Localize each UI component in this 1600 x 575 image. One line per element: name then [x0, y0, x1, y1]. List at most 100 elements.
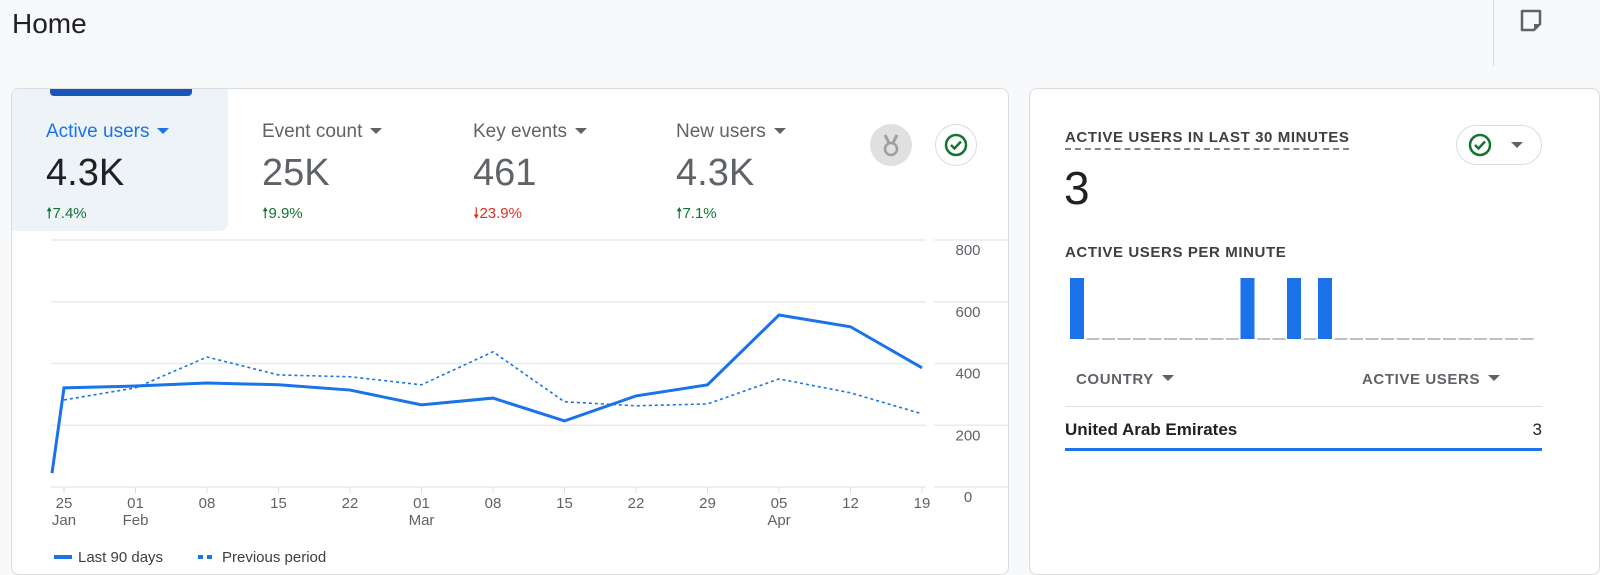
table-row[interactable]: United Arab Emirates 3: [1065, 407, 1542, 451]
minute-bar: [1240, 278, 1255, 339]
arrow-up-icon: 🠕: [46, 205, 53, 222]
column-header-country[interactable]: COUNTRY: [1076, 371, 1174, 388]
minute-bar-empty: [1210, 338, 1224, 340]
minute-bar-empty: [1195, 338, 1208, 340]
realtime-card: ACTIVE USERS IN LAST 30 MINUTES 3 ACTIVE…: [1029, 88, 1600, 575]
minute-bar-empty: [1396, 338, 1410, 340]
table-divider: [1065, 406, 1542, 407]
metric-tab-key-events[interactable]: Key events 461 🠗23.9%: [439, 89, 587, 231]
page-title: Home: [12, 8, 87, 39]
minute-bar-empty: [1133, 338, 1146, 340]
minute-bar: [1287, 278, 1301, 339]
users-cell: 3: [1532, 420, 1542, 439]
caret-down-icon[interactable]: [575, 128, 587, 134]
minute-bar-empty: [1412, 338, 1425, 340]
minute-bar: [1070, 278, 1084, 339]
minute-bar-empty: [1164, 338, 1177, 340]
x-tick-month: Mar: [409, 512, 435, 529]
minute-bar-empty: [1257, 338, 1270, 340]
metric-value: 461: [473, 152, 537, 194]
column-header-active-users[interactable]: ACTIVE USERS: [1362, 371, 1501, 388]
metric-label: Active users: [46, 121, 150, 142]
caret-down-icon[interactable]: [157, 128, 170, 134]
minute-bar-empty: [1272, 338, 1286, 340]
x-tick-label: 15: [270, 495, 287, 512]
caret-down-icon[interactable]: [773, 128, 786, 134]
minute-bar-empty: [1381, 338, 1394, 340]
x-tick-label: 29: [699, 495, 716, 512]
x-tick-label: 25: [56, 495, 73, 512]
overview-card: Active users 4.3K 🠕7.4% Event count 25K …: [11, 88, 1009, 575]
x-tick-month: Jan: [52, 512, 76, 529]
legend-label: Last 90 days: [78, 549, 163, 566]
minute-bar-empty: [1226, 338, 1239, 340]
metric-change: 23.9%: [479, 205, 522, 222]
header-divider: [1493, 0, 1494, 66]
insights-medal-button[interactable]: [870, 124, 912, 166]
minute-bar-empty: [1334, 338, 1348, 340]
y-tick-label: 600: [955, 304, 980, 321]
minute-bar-empty: [1458, 338, 1472, 340]
x-tick-label: 15: [556, 495, 573, 512]
minute-bar-empty: [1148, 338, 1162, 340]
minute-bar-empty: [1474, 338, 1487, 340]
x-tick-label: 08: [199, 495, 216, 512]
minute-bar-empty: [1086, 338, 1100, 340]
minute-bar-empty: [1365, 338, 1379, 340]
metric-value: 4.3K: [676, 152, 755, 194]
metric-change: 9.9%: [268, 205, 303, 222]
x-tick-label: 22: [628, 495, 645, 512]
minute-bar-empty: [1489, 338, 1503, 340]
minute-bar-empty: [1350, 338, 1363, 340]
check-circle-icon: [944, 133, 968, 157]
metric-label: Event count: [262, 121, 363, 142]
x-tick-month: Apr: [767, 512, 790, 529]
column-label: ACTIVE USERS: [1362, 371, 1481, 388]
per-minute-bar-chart: [1070, 278, 1534, 340]
arrow-up-icon: 🠕: [676, 205, 683, 222]
minute-bar-empty: [1505, 338, 1518, 340]
realtime-status-button[interactable]: [1456, 125, 1542, 165]
metric-label: New users: [676, 121, 766, 142]
country-cell: United Arab Emirates: [1065, 420, 1238, 439]
x-tick-label: 08: [485, 495, 502, 512]
check-circle-icon: [1468, 133, 1523, 157]
caret-down-icon[interactable]: [370, 128, 383, 134]
minute-bar-empty: [1117, 338, 1131, 340]
y-tick-label: 800: [955, 242, 980, 259]
minute-bar: [1318, 278, 1332, 339]
x-tick-label: 01: [127, 495, 144, 512]
x-tick-label: 19: [914, 495, 931, 512]
minute-bar-empty: [1520, 338, 1534, 340]
caret-down-icon: [1161, 375, 1174, 381]
minute-bar-empty: [1102, 338, 1115, 340]
x-tick-label: 12: [842, 495, 859, 512]
data-quality-button[interactable]: [935, 124, 977, 166]
metric-value: 25K: [262, 152, 330, 194]
minute-bar-empty: [1443, 338, 1456, 340]
minute-bar-empty: [1427, 338, 1441, 340]
legend-label: Previous period: [222, 549, 326, 566]
realtime-value: 3: [1064, 162, 1090, 214]
metric-value: 4.3K: [46, 152, 125, 194]
x-tick-month: Feb: [123, 512, 149, 529]
metric-tab-active-users[interactable]: Active users 4.3K 🠕7.4%: [12, 89, 228, 231]
arrow-down-icon: 🠗: [473, 205, 480, 222]
per-minute-label: ACTIVE USERS PER MINUTE: [1065, 244, 1287, 261]
column-label: COUNTRY: [1076, 371, 1154, 388]
medal-icon: [883, 134, 899, 157]
selected-indicator: [50, 89, 192, 96]
x-tick-label: 05: [771, 495, 788, 512]
series-line: [50, 313, 923, 474]
y-tick-label: 400: [955, 366, 980, 383]
minute-bar-empty: [1179, 338, 1193, 340]
y-tick-label: 0: [964, 489, 972, 506]
metric-tab-event-count[interactable]: Event count 25K 🠕9.9%: [228, 89, 383, 231]
note-icon[interactable]: [1518, 8, 1544, 34]
realtime-title[interactable]: ACTIVE USERS IN LAST 30 MINUTES: [1065, 129, 1350, 150]
caret-down-icon: [1488, 375, 1501, 381]
y-tick-label: 200: [955, 427, 980, 444]
x-tick-label: 22: [342, 495, 359, 512]
metric-tab-new-users[interactable]: New users 4.3K 🠕7.1%: [642, 89, 786, 231]
